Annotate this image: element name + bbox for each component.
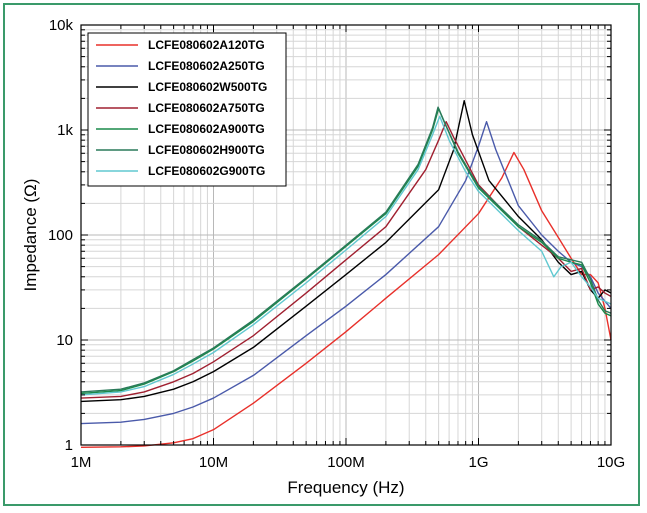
legend-label: LCFE080602A250TG <box>148 59 265 73</box>
legend-box <box>87 32 287 187</box>
legend-label: LCFE080602A900TG <box>148 122 265 136</box>
series-line-LCFE080602H900TG <box>80 106 612 393</box>
legend-label: LCFE080602G900TG <box>148 164 265 178</box>
y-tick-label: 10k <box>49 17 74 34</box>
x-tick-label: 100M <box>327 454 365 471</box>
x-tick-label: 10G <box>597 454 625 471</box>
x-axis-title: Frequency (Hz) <box>287 478 404 497</box>
x-tick-label: 1M <box>71 454 92 471</box>
y-axis-title: Impedance (Ω) <box>21 179 40 292</box>
legend-label: LCFE080602A120TG <box>148 38 265 52</box>
y-tick-label: 1 <box>65 437 73 454</box>
series-line-LCFE080602G900TG <box>80 115 612 396</box>
legend-label: LCFE080602H900TG <box>148 143 265 157</box>
series-line-LCFE080602W500TG <box>80 100 612 403</box>
y-tick-label: 100 <box>48 227 73 244</box>
legend-label: LCFE080602A750TG <box>148 101 265 115</box>
x-tick-label: 10M <box>199 454 228 471</box>
x-tick-label: 1G <box>468 454 488 471</box>
y-tick-label: 10 <box>56 332 73 349</box>
legend-label: LCFE080602W500TG <box>148 80 267 94</box>
series-line-LCFE080602A750TG <box>80 120 612 399</box>
y-tick-label: 1k <box>57 122 73 139</box>
